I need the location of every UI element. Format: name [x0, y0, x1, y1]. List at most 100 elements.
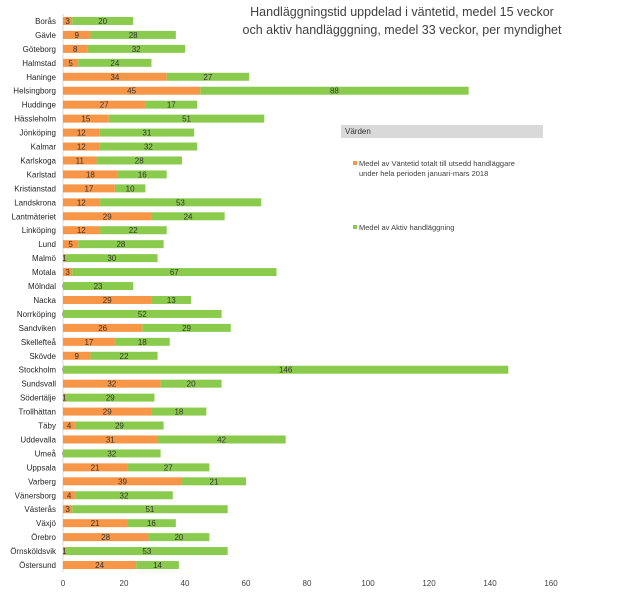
bar-waiting-time — [63, 351, 91, 360]
bar-waiting-time — [63, 421, 76, 430]
category-label: Kristianstad — [14, 184, 56, 193]
category-label: Landskrona — [14, 198, 56, 207]
data-label: 45 — [127, 87, 136, 96]
bar-active-handling — [75, 491, 173, 500]
category-label: Skövde — [29, 352, 56, 361]
bar-active-handling — [148, 533, 210, 542]
category-label: Uppsala — [27, 463, 57, 472]
bar-active-handling — [181, 477, 246, 486]
data-label: 53 — [142, 547, 151, 556]
data-label: 17 — [84, 184, 93, 193]
data-label: 1 — [62, 394, 67, 403]
data-label: 11 — [76, 156, 85, 165]
bar-active-handling — [114, 337, 170, 346]
bar-active-handling — [114, 184, 146, 193]
data-label: 32 — [107, 449, 116, 458]
category-label: Växjö — [36, 519, 57, 528]
bar-active-handling — [108, 114, 265, 123]
category-label: Uddevalla — [20, 435, 56, 444]
bar-waiting-time — [63, 463, 128, 472]
data-label: 27 — [164, 463, 173, 472]
data-label: 31 — [106, 435, 115, 444]
bar-waiting-time — [63, 30, 91, 39]
category-label: Motala — [32, 268, 57, 277]
data-label: 12 — [77, 198, 86, 207]
category-label: Umeå — [35, 449, 57, 458]
bar-active-handling — [117, 170, 167, 179]
bar-waiting-time — [63, 407, 152, 416]
bar-active-handling — [72, 505, 228, 514]
bar-active-handling — [63, 282, 134, 291]
data-label: 20 — [187, 380, 196, 389]
bar-waiting-time — [63, 156, 97, 165]
x-tick-label: 40 — [181, 579, 190, 588]
data-label: 27 — [203, 73, 212, 82]
x-tick-label: 60 — [242, 579, 251, 588]
x-tick-label: 80 — [303, 579, 312, 588]
category-label: Gävle — [35, 31, 56, 40]
data-label: 146 — [279, 366, 293, 375]
bar-waiting-time — [63, 72, 167, 81]
data-label: 42 — [217, 435, 226, 444]
bar-active-handling — [142, 323, 231, 332]
bar-active-handling — [151, 212, 225, 221]
bar-waiting-time — [63, 44, 88, 53]
bar-waiting-time — [63, 226, 100, 235]
data-label: 9 — [74, 352, 79, 361]
bar-active-handling — [136, 561, 179, 570]
category-label: Stockholm — [19, 366, 57, 375]
data-label: 28 — [101, 533, 110, 542]
category-label: Skellefteå — [21, 338, 57, 347]
category-label: Göteborg — [23, 45, 56, 54]
legend-swatch-series-2 — [353, 225, 357, 229]
category-label: Kalmar — [31, 143, 57, 152]
data-label: 5 — [68, 59, 73, 68]
x-tick-label: 160 — [544, 579, 558, 588]
data-label: 22 — [129, 226, 138, 235]
category-label: Linköping — [22, 226, 56, 235]
data-label: 28 — [129, 31, 138, 40]
data-label: 28 — [135, 156, 144, 165]
bar-active-handling — [78, 58, 152, 67]
data-label: 32 — [144, 143, 153, 152]
category-label: Borås — [35, 17, 56, 26]
data-label: 53 — [176, 198, 185, 207]
category-label: Huddinge — [22, 101, 57, 110]
category-label: Malmö — [32, 254, 57, 263]
bar-active-handling — [151, 295, 192, 304]
bar-waiting-time — [63, 547, 67, 556]
data-label: 13 — [167, 296, 176, 305]
bar-waiting-time — [63, 142, 100, 151]
category-label: Helsingborg — [13, 87, 56, 96]
legend-header: Värden — [345, 127, 371, 136]
bar-waiting-time — [63, 295, 152, 304]
category-label: Halmstad — [22, 59, 56, 68]
category-labels: Borås Gävle Göteborg Halmstad Haninge Helsing… — [10, 17, 57, 570]
bar-active-handling — [90, 351, 158, 360]
data-label: 18 — [86, 170, 95, 179]
chart-title-line-2: och aktiv handlägggning, medel 33 veckor… — [243, 23, 562, 37]
bar-waiting-time — [63, 86, 201, 95]
category-label: Karlstad — [27, 170, 56, 179]
bar-active-handling — [87, 44, 185, 53]
bar-active-handling — [63, 309, 222, 318]
category-label: Täby — [38, 422, 56, 431]
data-label: 15 — [81, 115, 90, 124]
bar-waiting-time — [63, 477, 182, 486]
bar-waiting-time — [63, 212, 152, 221]
data-label: 21 — [91, 519, 100, 528]
data-label: 21 — [210, 477, 219, 486]
bar-active-handling — [75, 421, 164, 430]
data-label: 52 — [138, 310, 147, 319]
data-label: 26 — [98, 324, 107, 333]
bar-waiting-time — [63, 240, 79, 249]
category-label: Sundsvall — [21, 380, 56, 389]
data-label: 3 — [65, 17, 70, 26]
data-label: 32 — [132, 45, 141, 54]
bar-active-handling — [99, 198, 262, 207]
bar-active-handling — [99, 142, 198, 151]
category-label: Örebro — [31, 533, 56, 542]
category-label: Mölndal — [28, 282, 56, 291]
bar-waiting-time — [63, 184, 115, 193]
